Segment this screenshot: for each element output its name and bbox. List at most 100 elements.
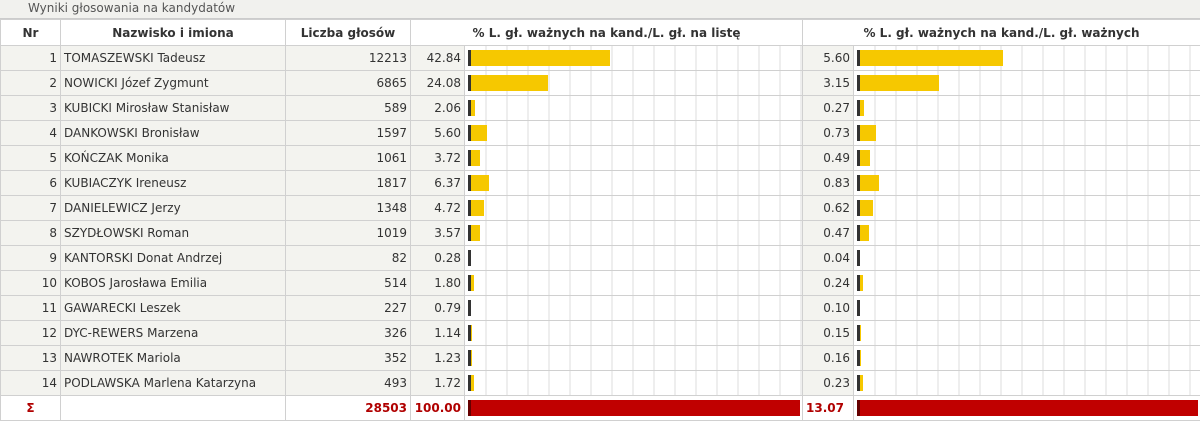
nr: 14 [0,370,61,396]
bar-cell [464,370,803,396]
bar-cell [464,70,803,96]
row: 2 NOWICKI Józef Zygmunt 6865 24.08 3.15 [0,70,1200,96]
pct-valid: 0.49 [802,145,854,171]
pct-list: 5.60 [410,120,465,146]
nr: 11 [0,295,61,321]
pct-valid: 3.15 [802,70,854,96]
nr: 9 [0,245,61,271]
pct-list: 1.23 [410,345,465,371]
votes: 12213 [285,45,411,71]
name: GAWARECKI Leszek [60,295,286,321]
votes: 1061 [285,145,411,171]
pct-valid: 0.73 [802,120,854,146]
bar-cell [464,195,803,221]
name: KOŃCZAK Monika [60,145,286,171]
header: Nr [0,19,61,46]
name: TOMASZEWSKI Tadeusz [60,45,286,71]
bar [857,275,864,291]
bar [468,200,484,216]
bar-cell [853,120,1200,146]
name: DANKOWSKI Bronisław [60,120,286,146]
name: NOWICKI Józef Zygmunt [60,70,286,96]
bar [468,300,471,316]
bar-cell [853,145,1200,171]
bar-cell [853,170,1200,196]
pct-valid: 0.04 [802,245,854,271]
empty [60,395,286,421]
bar-cell [853,395,1200,421]
name: KANTORSKI Donat Andrzej [60,245,286,271]
row: 11 GAWARECKI Leszek 227 0.79 0.10 [0,295,1200,321]
row: 12 DYC-REWERS Marzena 326 1.14 0.15 [0,320,1200,346]
nr: 6 [0,170,61,196]
bar [857,400,1198,416]
bar-cell [853,70,1200,96]
name: KOBOS Jarosława Emilia [60,270,286,296]
bar [857,50,1004,66]
row: 4 DANKOWSKI Bronisław 1597 5.60 0.73 [0,120,1200,146]
name: KUBICKI Mirosław Stanisław [60,95,286,121]
pct-list: 0.28 [410,245,465,271]
bar [468,350,473,366]
nr: 10 [0,270,61,296]
bar-cell [853,95,1200,121]
bar-cell [464,145,803,171]
row: 6 KUBIACZYK Ireneusz 1817 6.37 0.83 [0,170,1200,196]
bar-cell [464,170,803,196]
name: SZYDŁOWSKI Roman [60,220,286,246]
bar [857,250,860,266]
pct-valid: 0.27 [802,95,854,121]
bar [857,175,879,191]
votes: 352 [285,345,411,371]
header-row: Nr Nazwisko i imiona Liczba głosów % L. … [0,19,1200,46]
row: 10 KOBOS Jarosława Emilia 514 1.80 0.24 [0,270,1200,296]
pct-valid: 0.47 [802,220,854,246]
name: DYC-REWERS Marzena [60,320,286,346]
nr: 5 [0,145,61,171]
bar [468,125,487,141]
caption: Wyniki głosowania na kandydatów [0,0,1200,19]
row: 13 NAWROTEK Mariola 352 1.23 0.16 [0,345,1200,371]
pct-valid: 0.15 [802,320,854,346]
votes: 589 [285,95,411,121]
sum-pct-valid: 13.07 [802,395,854,421]
pct-valid: 5.60 [802,45,854,71]
pct-list: 6.37 [410,170,465,196]
pct-list: 4.72 [410,195,465,221]
bar-cell [464,295,803,321]
bar [468,325,472,341]
bar [857,100,865,116]
row: 7 DANIELEWICZ Jerzy 1348 4.72 0.62 [0,195,1200,221]
nr: 12 [0,320,61,346]
bar-cell [853,45,1200,71]
pct-list: 0.79 [410,295,465,321]
bar-cell [464,270,803,296]
bar [468,250,471,266]
row: 3 KUBICKI Mirosław Stanisław 589 2.06 0.27 [0,95,1200,121]
row: 9 KANTORSKI Donat Andrzej 82 0.28 0.04 [0,245,1200,271]
bar [468,150,481,166]
votes: 1597 [285,120,411,146]
pct-list: 3.72 [410,145,465,171]
header: % L. gł. ważnych na kand./L. gł. ważnych [802,19,1200,46]
bar [857,150,870,166]
pct-list: 42.84 [410,45,465,71]
bar-cell [853,295,1200,321]
nr: 3 [0,95,61,121]
header: Nazwisko i imiona [60,19,286,46]
sum-votes: 28503 [285,395,411,421]
bar [857,75,940,91]
sum-symbol: Σ [0,395,61,421]
row: 8 SZYDŁOWSKI Roman 1019 3.57 0.47 [0,220,1200,246]
votes: 326 [285,320,411,346]
bar-cell [853,220,1200,246]
bar [468,225,480,241]
votes: 1817 [285,170,411,196]
bar [857,225,870,241]
votes: 6865 [285,70,411,96]
bar [857,325,861,341]
nr: 1 [0,45,61,71]
votes: 493 [285,370,411,396]
pct-valid: 0.23 [802,370,854,396]
